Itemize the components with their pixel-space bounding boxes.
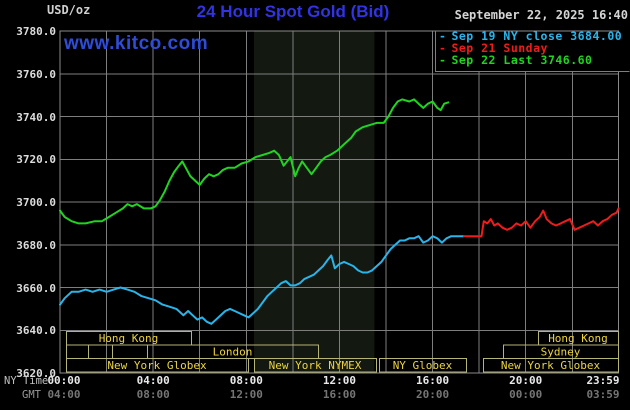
y-tick-label: 3640.0 [16, 324, 56, 338]
ny-time-tick: 08:00 [229, 374, 263, 387]
gmt-tick: 20:00 [416, 388, 450, 401]
price-line-red [463, 207, 620, 238]
unit-label: USD/oz [47, 3, 91, 17]
ny-time-tick: 12:00 [322, 374, 356, 387]
timestamp: September 22, 2025 16:40 [454, 8, 628, 22]
gmt-tick: 12:00 [229, 388, 263, 401]
y-tick-label: 3660.0 [16, 281, 56, 295]
gmt-tick: 04:00 [47, 388, 81, 401]
y-tick-label: 3620.0 [16, 367, 56, 380]
gmt-tick: 16:00 [322, 388, 356, 401]
session-box-segment [66, 344, 89, 359]
session-box-segment [88, 344, 113, 359]
legend-dash-icon: - [439, 53, 447, 67]
y-tick-label: 3700.0 [16, 196, 56, 209]
y-tick-label: 3760.0 [16, 67, 56, 81]
gmt-tick: 03:59 [586, 388, 620, 401]
session-box-segment [112, 344, 148, 359]
legend-dash-icon: - [439, 29, 447, 43]
legend-label: Sep 19 NY close 3684.00 [451, 29, 623, 43]
y-tick-label: 3720.0 [16, 153, 56, 167]
session-box-new-york-globex [483, 358, 619, 373]
legend-dash-icon: - [439, 41, 447, 55]
gmt-axis-label: GMT [22, 389, 41, 401]
session-label-hong-kong: Hong Kong [548, 332, 608, 345]
legend-label: Sep 22 Last 3746.60 [451, 53, 593, 67]
legend-entry-red: - Sep 21 Sunday [439, 41, 548, 55]
kitco-logo-link[interactable]: www.kitco.com [64, 33, 209, 54]
price-line-cyan [59, 235, 465, 325]
session-label-london: London [213, 346, 253, 359]
ny-time-tick: 23:59 [586, 374, 620, 387]
y-tick-label: 3780.0 [16, 25, 56, 38]
legend-entry-cyan: - Sep 19 NY close 3684.00 [439, 29, 622, 43]
session-box-new-york-globex [66, 358, 249, 373]
y-tick-label: 3680.0 [16, 238, 56, 252]
session-label-ny-globex: NY Globex [393, 359, 453, 372]
session-box-ny-globex [379, 358, 467, 373]
session-label-new-york-globex: New York Globex [107, 359, 207, 372]
session-label-new-york-nymex: New York NYMEX [269, 359, 362, 372]
price-line-green [59, 98, 450, 225]
session-label-new-york-globex: New York Globex [501, 359, 601, 372]
legend-entry-green: - Sep 22 Last 3746.60 [439, 53, 593, 67]
legend-label: Sep 21 Sunday [451, 41, 548, 55]
ny-time-tick: 20:00 [509, 374, 543, 387]
gmt-tick: 00:00 [509, 388, 543, 401]
session-box-new-york-nymex [254, 358, 377, 373]
session-label-hong-kong: Hong Kong [99, 332, 159, 345]
y-tick-label: 3740.0 [16, 110, 56, 124]
session-label-sydney: Sydney [541, 346, 581, 359]
ny-time-axis-label: NY Time [4, 375, 49, 387]
ny-time-tick: 04:00 [136, 374, 170, 387]
legend-backdrop [435, 31, 630, 72]
ny-time-tick: 16:00 [416, 374, 450, 387]
page-title: 24 Hour Spot Gold (Bid) [196, 2, 390, 21]
ny-time-tick: 00:00 [47, 374, 81, 387]
gmt-tick: 08:00 [136, 388, 170, 401]
plot-frame [59, 30, 619, 374]
